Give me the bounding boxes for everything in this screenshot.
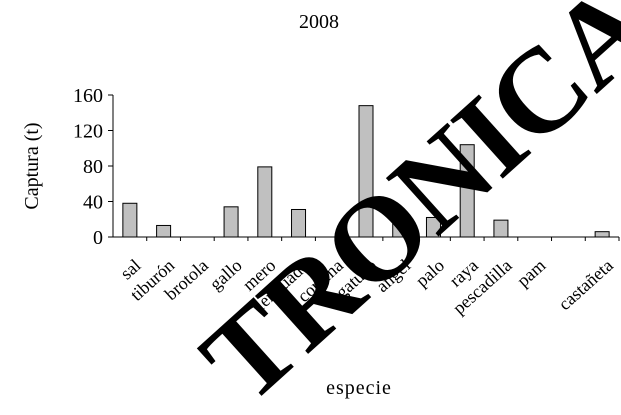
y-tick-label: 0	[93, 227, 103, 249]
y-ticks: 0 40 80 120 160	[73, 85, 113, 249]
bar	[425, 216, 441, 238]
bar	[459, 144, 475, 238]
bar	[291, 208, 307, 238]
y-axis-label: Captura (t)	[21, 122, 43, 209]
x-tick-label: pam	[513, 255, 549, 291]
y-tick-label: 40	[83, 192, 103, 214]
bar	[223, 206, 239, 238]
y-tick-label: 120	[73, 121, 103, 143]
bar	[392, 223, 408, 238]
x-axis-label: especie	[326, 377, 392, 399]
bar	[594, 231, 610, 238]
y-tick-label: 160	[73, 85, 103, 107]
bar	[122, 202, 138, 238]
x-tick-label: castañeta	[554, 255, 616, 314]
bar	[358, 105, 374, 238]
y-tick-label: 80	[83, 156, 103, 178]
bar	[257, 166, 273, 238]
watermark: TRONICA	[176, 0, 621, 415]
bar	[156, 224, 172, 238]
bars	[122, 105, 610, 238]
bar	[493, 219, 509, 238]
chart-title: 2008	[299, 11, 339, 33]
watermark-text: TRONICA	[176, 0, 621, 410]
